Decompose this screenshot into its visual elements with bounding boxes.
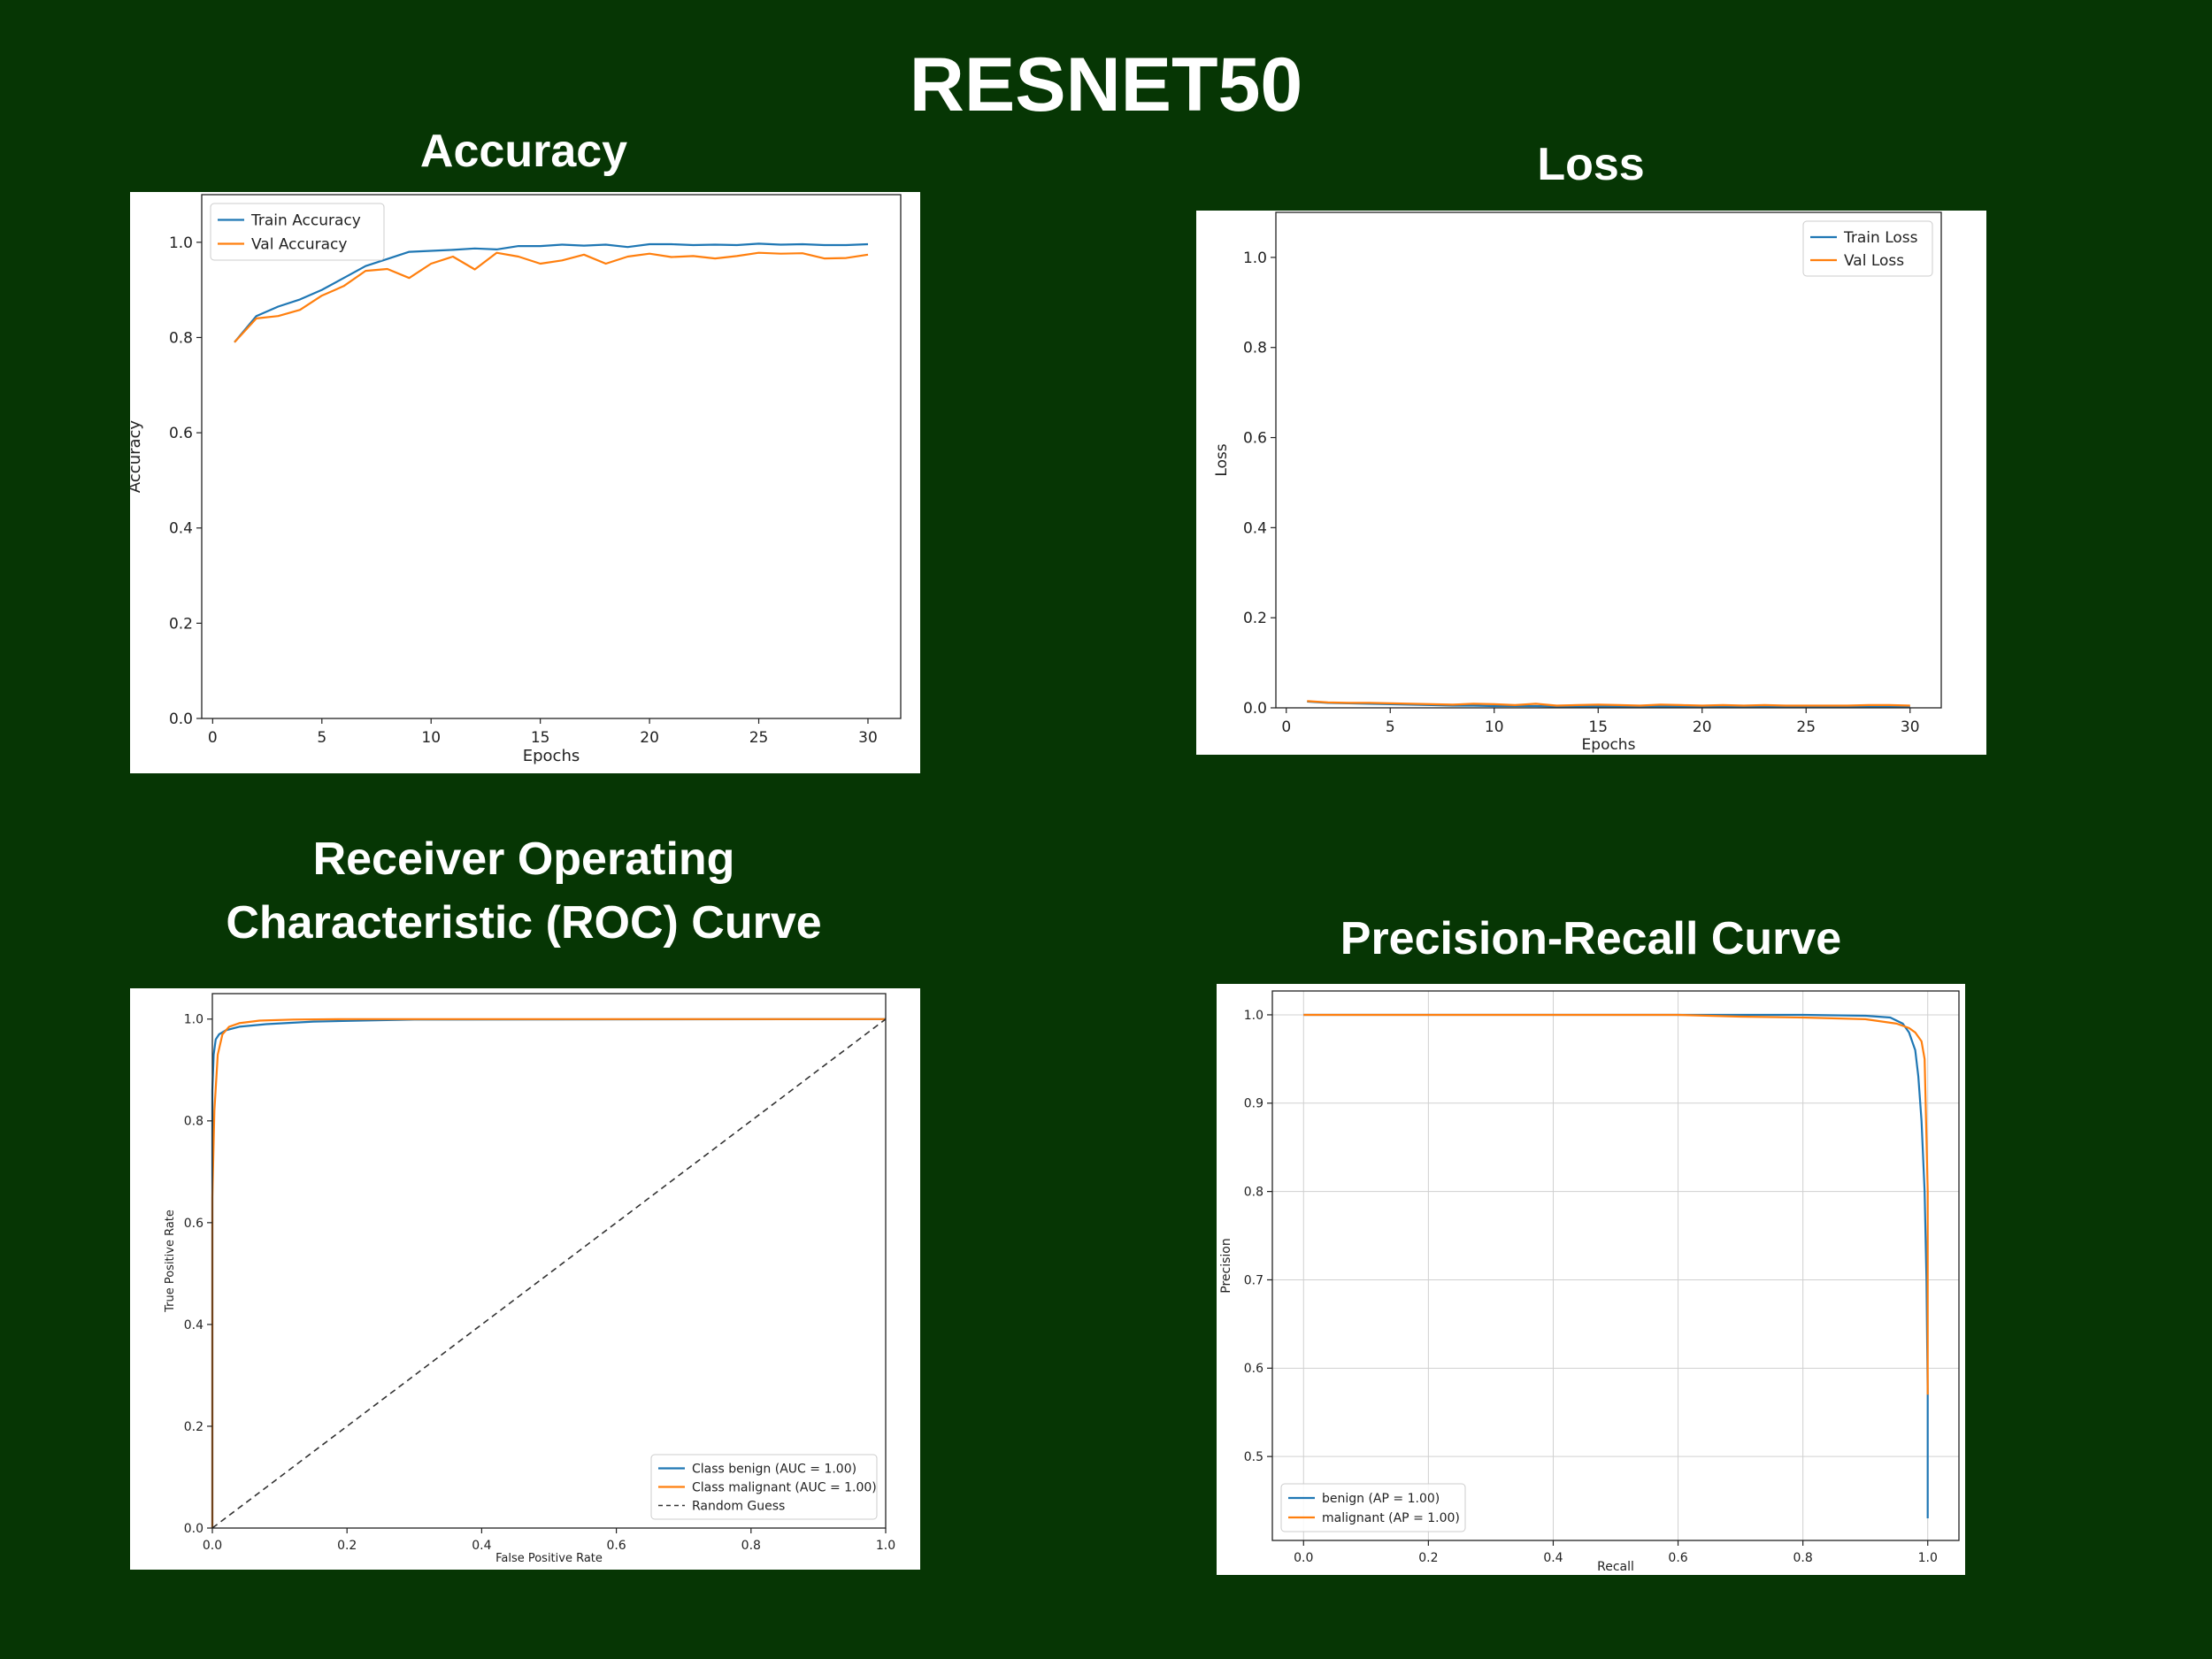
- legend-label: malignant (AP = 1.00): [1322, 1511, 1460, 1525]
- y-tick-label: 1.0: [169, 234, 193, 252]
- y-tick-label: 0.6: [1244, 1362, 1263, 1376]
- x-tick-label: 0.0: [203, 1539, 222, 1553]
- loss-chart-svg: 0 5 10 15 20 25 30 0.0 0.2 0.4 0.6 0.8 1.0 Epochs Loss…: [1213, 211, 1942, 754]
- x-axis-label: Epochs: [1582, 736, 1636, 754]
- y-tick-label: 0.8: [1244, 1186, 1263, 1200]
- legend-box: [210, 203, 385, 261]
- series-line-3: [211, 1018, 887, 1529]
- plot-frame: [201, 194, 902, 719]
- x-tick-label: 0.8: [1793, 1551, 1813, 1565]
- y-tick-label: 0.4: [184, 1318, 204, 1333]
- y-axis-label: Precision: [1219, 1238, 1233, 1293]
- x-tick-label: 1.0: [1918, 1551, 1938, 1565]
- y-tick-label: 0.6: [1243, 429, 1267, 447]
- x-axis-label: Recall: [1597, 1560, 1634, 1574]
- series-line-2: [211, 1018, 886, 1528]
- x-axis-label: Epochs: [523, 747, 580, 765]
- x-tick-label: 0: [208, 729, 218, 747]
- x-tick-label: 0.2: [337, 1539, 357, 1553]
- legend-box: [650, 1454, 878, 1520]
- legend-label: Class benign (AUC = 1.00): [692, 1463, 856, 1477]
- slide-title: RESNET50: [909, 42, 1303, 127]
- x-tick-label: 5: [1386, 718, 1395, 736]
- loss-chart: 0 5 10 15 20 25 30 0.0 0.2 0.4 0.6 0.8 1.0 Epochs Loss…: [1196, 211, 1986, 755]
- x-tick-label: 1.0: [876, 1539, 895, 1553]
- plot-frame: [1275, 211, 1942, 709]
- legend-label: Val Accuracy: [251, 236, 347, 254]
- x-tick-label: 0.2: [1418, 1551, 1438, 1565]
- y-tick-label: 0.7: [1244, 1273, 1263, 1287]
- y-tick-label: 0.2: [1243, 610, 1267, 627]
- roc-panel-title-line2: Characteristic (ROC) Curve: [226, 897, 822, 949]
- roc-chart: 0.0 0.2 0.4 0.6 0.8 1.0 0.0 0.2 0.4 0.6 0.8 1.0 Fals…: [130, 988, 920, 1570]
- series-line-1: [234, 242, 869, 343]
- y-tick-label: 1.0: [1243, 250, 1267, 267]
- x-tick-label: 0.8: [741, 1539, 761, 1553]
- y-tick-label: 0.4: [169, 520, 193, 538]
- plot-frame: [211, 993, 887, 1529]
- legend-label: Random Guess: [692, 1500, 785, 1514]
- plot-frame: [1271, 990, 1960, 1541]
- x-tick-label: 0.4: [472, 1539, 491, 1553]
- x-tick-label: 25: [1796, 718, 1816, 736]
- y-tick-label: 0.0: [184, 1522, 204, 1536]
- x-tick-label: 30: [1901, 718, 1920, 736]
- y-tick-label: 1.0: [184, 1013, 204, 1027]
- y-tick-label: 0.5: [1244, 1450, 1263, 1464]
- x-tick-label: 15: [1588, 718, 1608, 736]
- y-tick-label: 0.8: [1243, 340, 1267, 357]
- legend-label: Train Loss: [1843, 229, 1918, 247]
- y-tick-label: 0.6: [184, 1217, 204, 1231]
- loss-panel-title: Loss: [1537, 139, 1645, 190]
- y-tick-label: 0.6: [169, 425, 193, 442]
- legend-label: Class malignant (AUC = 1.00): [692, 1481, 877, 1495]
- y-axis-label: True Positive Rate: [164, 1210, 177, 1313]
- y-tick-label: 0.8: [169, 329, 193, 347]
- legend-label: benign (AP = 1.00): [1322, 1492, 1440, 1506]
- series-line-2: [234, 251, 869, 343]
- legend-box: [1802, 220, 1933, 277]
- y-tick-label: 0.0: [1243, 700, 1267, 718]
- x-tick-label: 25: [749, 729, 769, 747]
- x-tick-label: 0.6: [1668, 1551, 1687, 1565]
- y-tick-label: 0.2: [169, 615, 193, 633]
- series-line-2: [1303, 1013, 1929, 1395]
- y-tick-label: 0.0: [169, 710, 193, 728]
- roc-panel-title-line1: Receiver Operating: [312, 833, 735, 885]
- x-axis-label: False Positive Rate: [495, 1552, 603, 1565]
- y-tick-label: 1.0: [1244, 1009, 1263, 1023]
- accuracy-chart: 0 5 10 15 20 25 30 0.0 0.2 0.4 0.6 0.8 1.0 Epochs Accu…: [130, 192, 920, 773]
- x-tick-label: 0.6: [606, 1539, 626, 1553]
- x-tick-label: 0.0: [1294, 1551, 1313, 1565]
- roc-chart-svg: 0.0 0.2 0.4 0.6 0.8 1.0 0.0 0.2 0.4 0.6 0.8 1.0 Fals…: [164, 993, 895, 1565]
- legend-box: [1280, 1483, 1466, 1532]
- series-line-1: [1303, 1013, 1929, 1518]
- x-tick-label: 10: [1485, 718, 1504, 736]
- legend-label: Val Loss: [1844, 252, 1904, 270]
- x-tick-label: 0: [1281, 718, 1291, 736]
- x-tick-label: 20: [640, 729, 659, 747]
- pr-chart: 0.0 0.2 0.4 0.6 0.8 1.0 0.5 0.6 0.7 0.8 0.9 1.0 Reca…: [1217, 984, 1965, 1575]
- y-axis-label: Loss: [1213, 443, 1231, 476]
- y-tick-label: 0.4: [1243, 519, 1267, 537]
- series-line-2: [1307, 700, 1910, 707]
- accuracy-chart-svg: 0 5 10 15 20 25 30 0.0 0.2 0.4 0.6 0.8 1.0 Epochs Accu…: [130, 194, 902, 765]
- x-tick-label: 10: [421, 729, 441, 747]
- x-tick-label: 0.4: [1543, 1551, 1563, 1565]
- legend-label: Train Accuracy: [250, 212, 361, 230]
- accuracy-panel-title: Accuracy: [419, 126, 628, 177]
- x-tick-label: 20: [1693, 718, 1712, 736]
- pr-panel-title: Precision-Recall Curve: [1340, 913, 1842, 964]
- x-tick-label: 30: [858, 729, 878, 747]
- y-axis-label: Accuracy: [130, 420, 144, 494]
- pr-chart-svg: 0.0 0.2 0.4 0.6 0.8 1.0 0.5 0.6 0.7 0.8 0.9 1.0 Reca…: [1219, 990, 1960, 1574]
- y-tick-label: 0.2: [184, 1420, 204, 1434]
- x-tick-label: 5: [317, 729, 326, 747]
- x-tick-label: 15: [531, 729, 550, 747]
- y-tick-label: 0.8: [184, 1115, 204, 1129]
- y-tick-label: 0.9: [1244, 1097, 1263, 1111]
